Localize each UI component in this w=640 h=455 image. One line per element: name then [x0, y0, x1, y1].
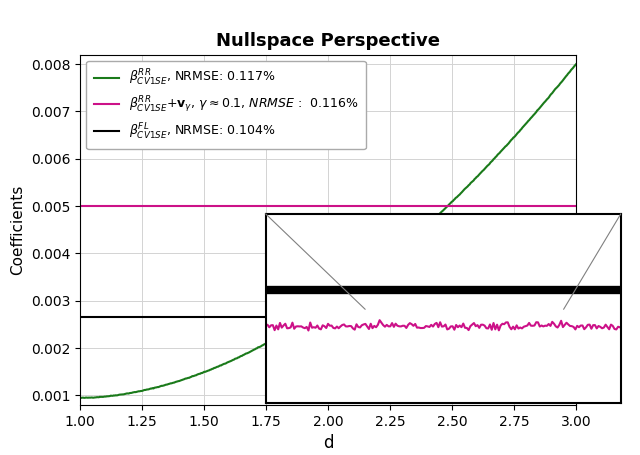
- X-axis label: d: d: [323, 434, 333, 452]
- Y-axis label: Coefficients: Coefficients: [10, 185, 25, 275]
- Title: Nullspace Perspective: Nullspace Perspective: [216, 32, 440, 50]
- Legend: $\beta^{RR}_{CV1SE}$, NRMSE: 0.117%, $\beta^{RR}_{CV1SE}$+$\mathbf{v}_{\gamma}$,: $\beta^{RR}_{CV1SE}$, NRMSE: 0.117%, $\b…: [86, 61, 366, 149]
- Bar: [365, 309, 564, 325]
